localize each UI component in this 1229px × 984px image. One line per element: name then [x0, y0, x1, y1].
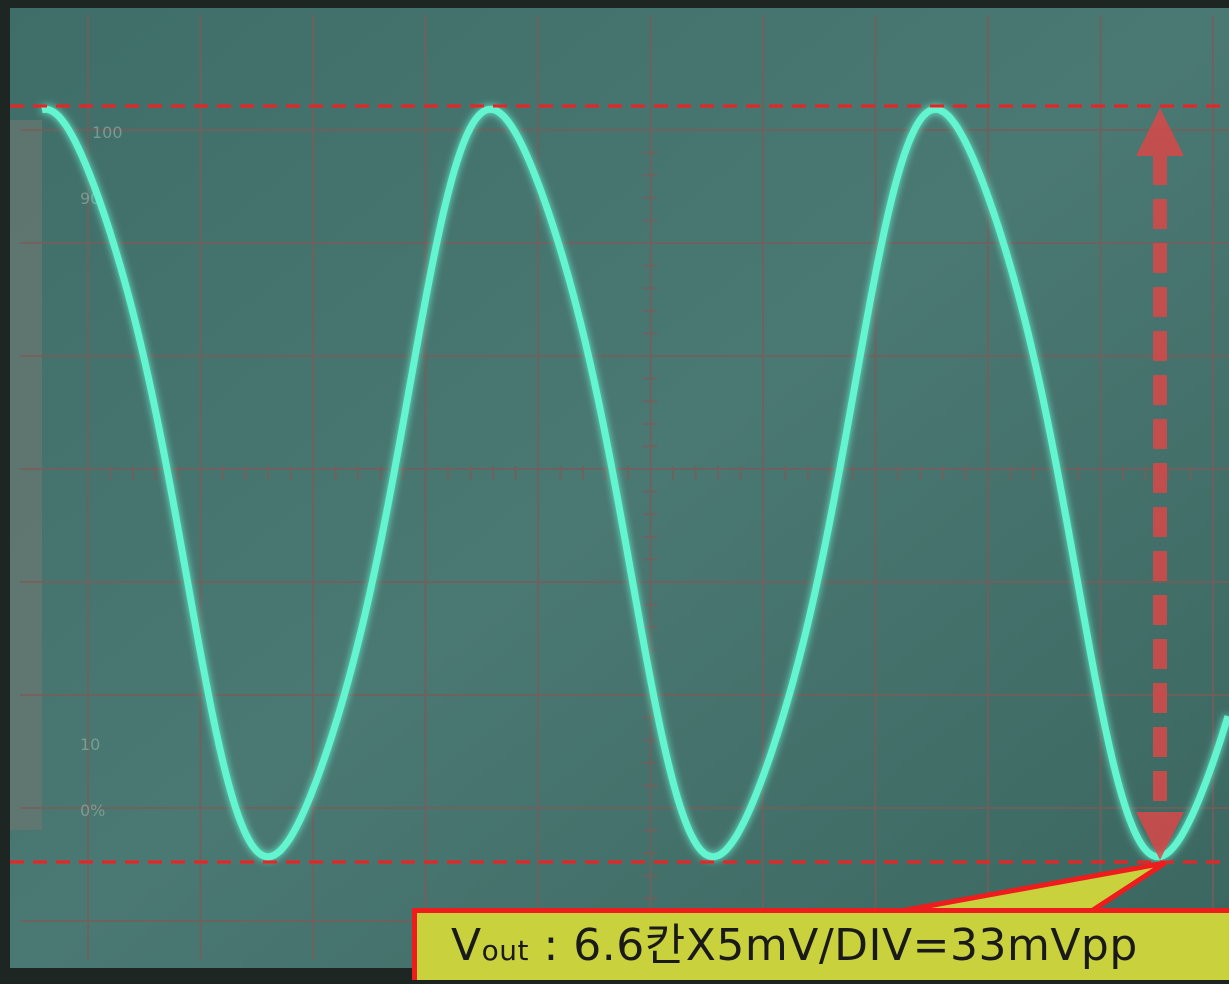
measure-arrow	[1136, 108, 1184, 860]
annotation-subscript: out	[481, 934, 529, 967]
annotation-text: : 6.6칸X5mV/DIV=33mVpp	[528, 920, 1138, 971]
waveform	[40, 105, 1229, 861]
screen-label: 0%	[80, 801, 105, 820]
screen-label: 10	[80, 735, 100, 754]
annotation-symbol: V	[451, 920, 482, 971]
screen	[10, 8, 1229, 968]
annotation: Vout : 6.6칸X5mV/DIV=33mVpp	[412, 908, 1229, 980]
screen-label: 100	[92, 123, 123, 142]
bezel-edge	[10, 120, 42, 830]
